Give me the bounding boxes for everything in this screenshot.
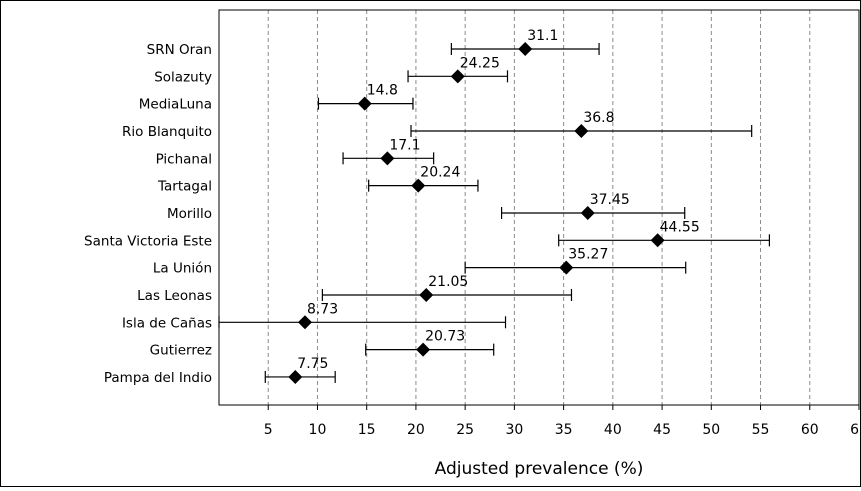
x-tick-label: 40 [604, 422, 622, 438]
plot-area [218, 9, 860, 406]
category-label: Isla de Cañas [122, 315, 212, 331]
category-label: Las Leonas [137, 288, 212, 304]
data-point-diamond [416, 342, 431, 357]
category-label: Morillo [167, 206, 212, 222]
x-tick-label: 30 [505, 422, 523, 438]
data-label: 20.73 [425, 329, 465, 345]
data-point-diamond [518, 42, 533, 56]
data-label: 17.1 [389, 137, 420, 153]
category-label: Rio Blanquito [122, 124, 212, 140]
x-tick-label: 50 [702, 422, 720, 438]
data-label: 35.27 [568, 247, 608, 263]
category-label: Tartagal [157, 179, 212, 195]
data-point-diamond [559, 260, 574, 275]
x-tick-label: 65 [850, 422, 860, 438]
data-label: 20.24 [420, 165, 460, 181]
x-tick-label: 25 [456, 422, 474, 438]
data-point-diamond [650, 233, 665, 248]
category-label: Gutierrez [150, 343, 212, 359]
x-axis-label: Adjusted prevalence (%) [435, 459, 644, 479]
data-point-diamond [419, 287, 434, 302]
x-tick-label: 55 [752, 422, 770, 438]
data-point-diamond [450, 69, 465, 84]
data-label: 44.55 [660, 219, 700, 235]
x-tick-label: 15 [358, 422, 376, 438]
x-tick-label: 5 [264, 422, 273, 438]
data-label: 31.1 [527, 28, 558, 44]
data-point-diamond [411, 178, 426, 193]
x-tick-label: 10 [309, 422, 327, 438]
data-point-diamond [288, 369, 303, 384]
category-label: Solazuty [154, 69, 212, 85]
x-tick-label: 60 [801, 422, 819, 438]
data-label: 37.45 [590, 192, 630, 208]
data-label: 24.25 [460, 55, 500, 71]
category-label: MediaLuna [139, 97, 212, 113]
data-point-diamond [297, 315, 312, 330]
data-label: 36.8 [583, 110, 614, 126]
data-label: 21.05 [428, 274, 468, 290]
data-label: 8.73 [307, 301, 338, 317]
data-point-diamond [580, 205, 595, 220]
data-point-diamond [357, 96, 372, 111]
data-point-diamond [380, 151, 395, 166]
data-label: 7.75 [297, 356, 328, 372]
category-label: SRN Oran [147, 42, 212, 58]
data-label: 14.8 [367, 83, 398, 99]
x-tick-label: 20 [407, 422, 425, 438]
category-label: Pichanal [156, 151, 212, 167]
x-tick-label: 45 [653, 422, 671, 438]
data-point-diamond [574, 123, 589, 138]
category-label: La Unión [153, 261, 212, 277]
category-label: Santa Victoria Este [84, 233, 212, 249]
category-label: Pampa del Indio [104, 370, 212, 386]
x-tick-label: 35 [555, 422, 573, 438]
